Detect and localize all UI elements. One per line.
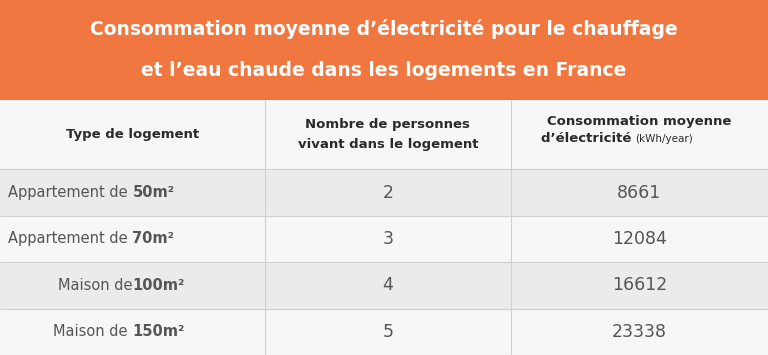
Text: 100m²: 100m²	[132, 278, 185, 293]
Text: 2: 2	[382, 184, 393, 202]
Text: 5: 5	[382, 323, 393, 341]
Bar	[0, 169, 768, 216]
Bar	[0, 262, 768, 308]
Text: 50m²: 50m²	[132, 185, 174, 200]
Text: d’électricité: d’électricité	[541, 132, 635, 145]
Text: et l’eau chaude dans les logements en France: et l’eau chaude dans les logements en Fr…	[141, 61, 627, 80]
Text: 12084: 12084	[612, 230, 667, 248]
Text: Appartement de: Appartement de	[8, 185, 132, 200]
Text: Maison de: Maison de	[58, 278, 132, 293]
Text: 4: 4	[382, 277, 393, 294]
Bar	[0, 0, 768, 100]
Text: Nombre de personnes: Nombre de personnes	[306, 118, 470, 131]
Text: 23338: 23338	[612, 323, 667, 341]
Text: (kWh/year): (kWh/year)	[635, 134, 694, 144]
Text: Type de logement: Type de logement	[66, 128, 199, 141]
Text: 150m²: 150m²	[132, 324, 185, 339]
Text: Consommation moyenne: Consommation moyenne	[547, 115, 732, 128]
Text: 8661: 8661	[617, 184, 661, 202]
Bar	[0, 308, 768, 355]
Text: 16612: 16612	[612, 277, 667, 294]
Text: vivant dans le logement: vivant dans le logement	[297, 138, 478, 151]
Bar	[0, 216, 768, 262]
Text: 70m²: 70m²	[132, 231, 174, 246]
Text: Maison de: Maison de	[53, 324, 132, 339]
Text: Appartement de: Appartement de	[8, 231, 132, 246]
Text: 3: 3	[382, 230, 393, 248]
Bar	[0, 100, 768, 169]
Text: Consommation moyenne d’électricité pour le chauffage: Consommation moyenne d’électricité pour …	[90, 20, 678, 39]
